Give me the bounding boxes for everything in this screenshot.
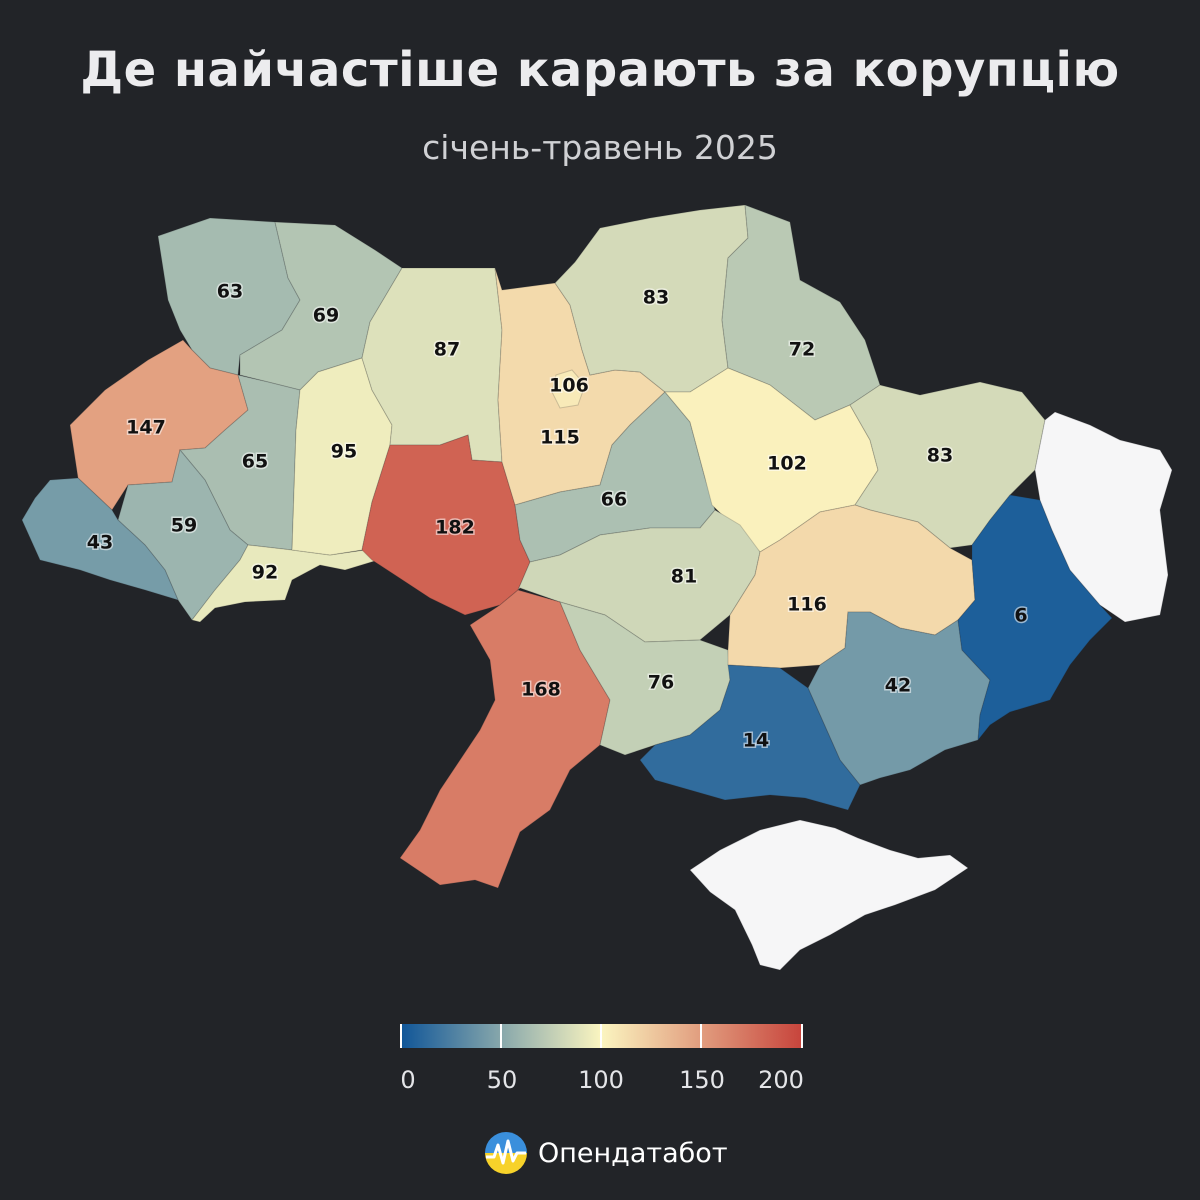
opendatabot-logo-icon <box>485 1132 527 1174</box>
region-crimea[interactable] <box>689 819 969 971</box>
page-title: Де найчастіше карають за корупцію <box>80 42 1120 98</box>
label-vinnytsia: 182 <box>435 517 475 539</box>
brand-footer: Опендатабот <box>484 1130 728 1176</box>
label-kirovohrad: 81 <box>671 566 697 588</box>
label-zakarpattia: 43 <box>87 532 113 554</box>
label-lviv: 147 <box>126 417 166 439</box>
label-kherson: 14 <box>743 730 769 752</box>
legend-ticks <box>400 1024 803 1048</box>
label-ternopil: 65 <box>242 451 268 473</box>
label-mykolaiv: 76 <box>648 672 674 694</box>
label-kharkiv: 83 <box>927 445 953 467</box>
label-kyiv-city: 106 <box>549 375 589 397</box>
label-khmelnytskyi: 95 <box>331 441 357 463</box>
brand-name: Опендатабот <box>538 1137 728 1169</box>
legend-tick-label-0: 0 <box>400 1066 415 1094</box>
page-subtitle: січень-травень 2025 <box>422 128 778 167</box>
region-kherson[interactable] <box>639 664 861 811</box>
label-sumy: 72 <box>789 339 815 361</box>
label-rivne: 69 <box>313 305 339 327</box>
region-labels: 63 69 147 65 59 43 92 95 87 182 115 106 … <box>85 279 1029 753</box>
label-kyiv-oblast: 115 <box>540 427 580 449</box>
label-zhytomyr: 87 <box>434 339 460 361</box>
region-chernivtsi[interactable] <box>191 544 380 623</box>
label-volyn: 63 <box>217 281 243 303</box>
label-poltava: 102 <box>767 453 807 475</box>
label-odesa: 168 <box>521 679 561 701</box>
label-ivano-frankivsk: 59 <box>171 515 197 537</box>
legend-tick-label-50: 50 <box>487 1066 518 1094</box>
label-dnipropetrovsk: 116 <box>787 594 827 616</box>
label-chernivtsi: 92 <box>252 562 278 584</box>
label-donetsk: 6 <box>1014 605 1027 627</box>
label-chernihiv: 83 <box>643 287 669 309</box>
region-zakarpattia[interactable] <box>21 477 179 601</box>
map-regions <box>21 204 1173 971</box>
legend-tick-label-100: 100 <box>578 1066 624 1094</box>
region-odesa[interactable] <box>399 589 611 889</box>
region-zaporizhzhia[interactable] <box>807 611 991 786</box>
color-legend: 0 50 100 150 200 <box>400 1024 804 1094</box>
label-zaporizhzhia: 42 <box>885 675 911 697</box>
region-kyiv-city[interactable] <box>551 369 586 409</box>
legend-tick-label-150: 150 <box>679 1066 725 1094</box>
legend-tick-label-200: 200 <box>758 1066 804 1094</box>
region-luhansk[interactable] <box>1034 411 1173 623</box>
label-cherkasy: 66 <box>601 489 627 511</box>
